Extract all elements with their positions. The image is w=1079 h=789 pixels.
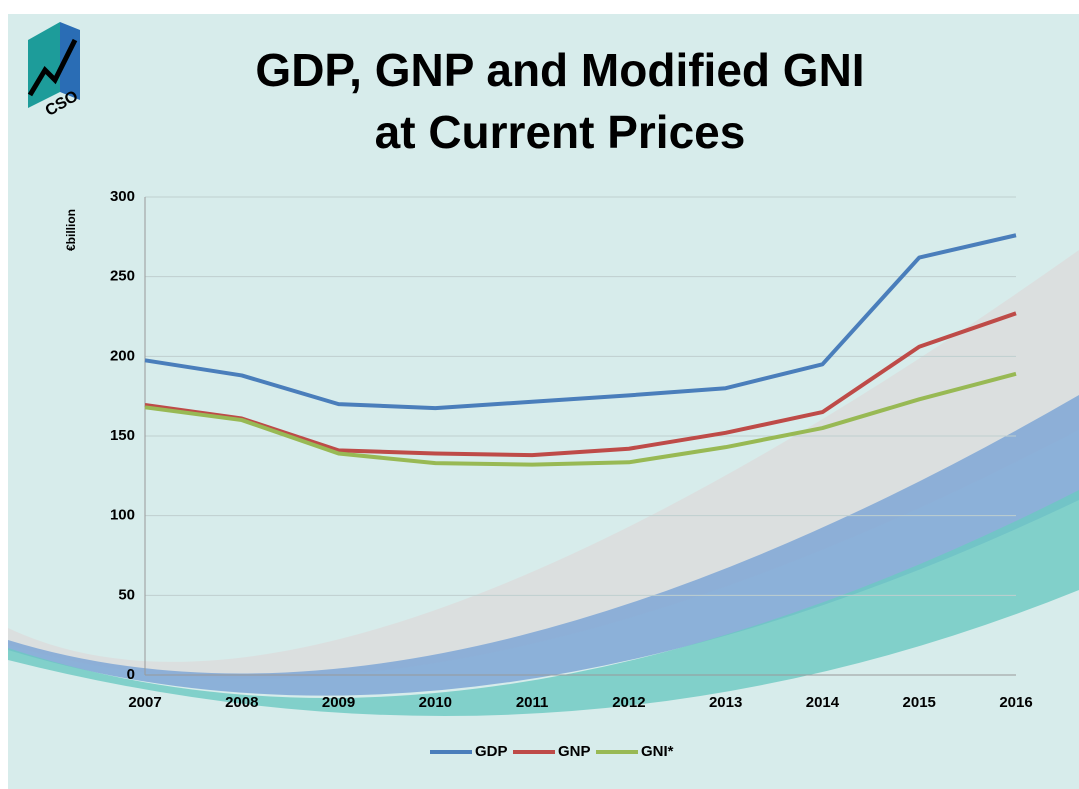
x-tick-label: 2014 [806, 694, 840, 711]
swoosh-blue [8, 395, 1079, 696]
logo-line [27, 38, 78, 97]
y-axis-label: €billion [64, 209, 78, 251]
x-tick-label: 2008 [225, 694, 258, 711]
y-tick-label: 200 [110, 347, 135, 364]
y-tick-label: 100 [110, 507, 135, 524]
chart-title: at Current Prices [375, 106, 746, 158]
x-tick-label: 2012 [612, 694, 645, 711]
x-tick-label: 2009 [322, 694, 355, 711]
x-tick-label: 2013 [709, 694, 742, 711]
chart-title: GDP, GNP and Modified GNI [255, 44, 864, 96]
swoosh-gray [8, 250, 1079, 679]
x-tick-label: 2010 [419, 694, 452, 711]
series-line [144, 371, 1017, 467]
x-tick-label: 2007 [128, 694, 161, 711]
x-tick-label: 2011 [516, 694, 549, 711]
x-tick-label: 2015 [903, 694, 936, 711]
legend-label: GNI* [641, 743, 674, 760]
swoosh-teal [8, 490, 1079, 716]
legend-label: GDP [475, 743, 508, 760]
series-line [144, 311, 1017, 458]
y-tick-label: 250 [110, 268, 135, 285]
y-tick-label: 150 [110, 427, 135, 444]
series-line [144, 233, 1017, 411]
y-tick-label: 50 [118, 586, 135, 603]
y-tick-label: 300 [110, 188, 135, 205]
y-tick-label: 0 [127, 666, 135, 683]
legend-label: GNP [558, 743, 591, 760]
x-tick-label: 2016 [999, 694, 1032, 711]
